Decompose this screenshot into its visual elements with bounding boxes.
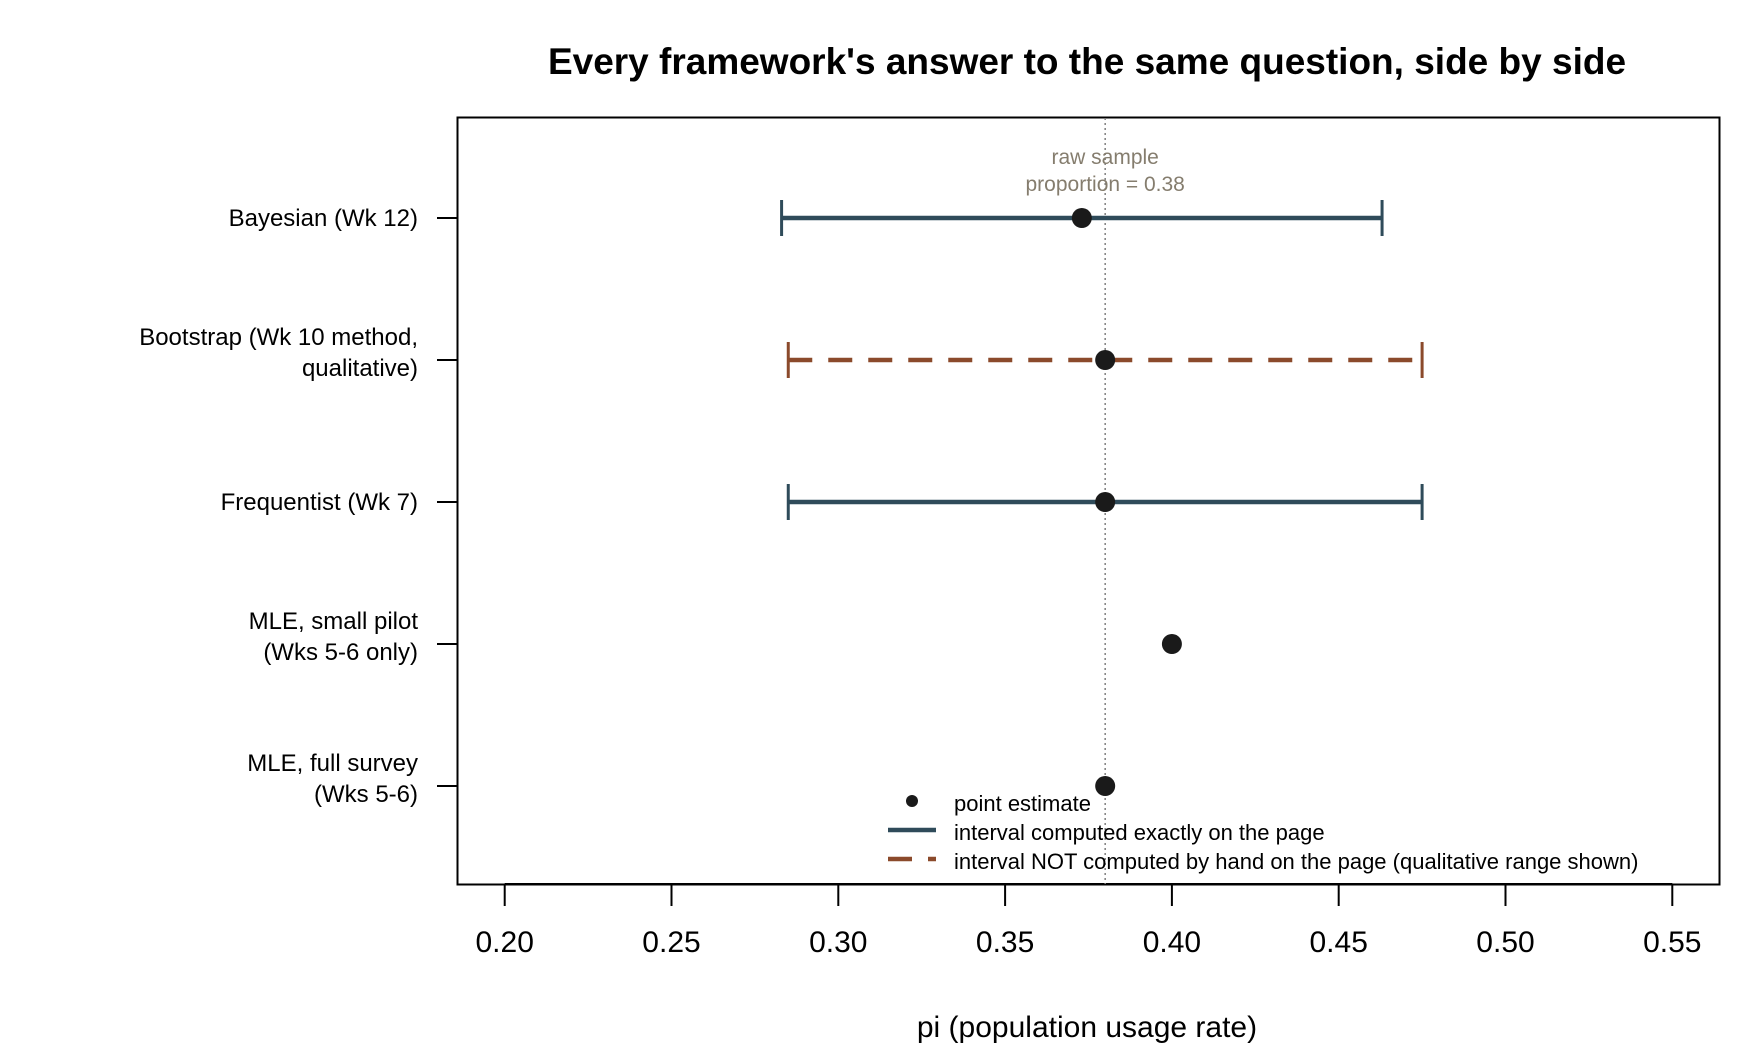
- x-axis: 0.20 0.25 0.30 0.35 0.40 0.45 0.50 0.55: [476, 883, 1701, 959]
- reference-annotation: raw sample: [1051, 146, 1158, 169]
- y-axis: Bayesian (Wk 12) Bootstrap (Wk 10 method,…: [139, 205, 458, 808]
- point-estimate: [1095, 492, 1116, 512]
- x-tick-label: 0.35: [976, 926, 1034, 959]
- legend-point-swatch: [906, 795, 918, 807]
- y-category-label: (Wks 5-6): [314, 781, 418, 808]
- point-estimate: [1161, 634, 1182, 654]
- x-tick-label: 0.55: [1643, 926, 1701, 959]
- y-category-label: Frequentist (Wk 7): [221, 489, 418, 516]
- chart-title: Every framework's answer to the same que…: [548, 41, 1626, 82]
- y-category-label: MLE, small pilot: [249, 608, 419, 635]
- y-category-label: (Wks 5-6 only): [263, 639, 418, 666]
- legend-label: interval NOT computed by hand on the pag…: [954, 849, 1638, 874]
- x-tick-label: 0.50: [1476, 926, 1534, 959]
- point-series: [1071, 208, 1182, 796]
- legend-label: interval computed exactly on the page: [954, 820, 1325, 845]
- legend: point estimate interval computed exactly …: [888, 791, 1638, 874]
- y-category-label: MLE, full survey: [247, 750, 418, 777]
- x-axis-title: pi (population usage rate): [917, 1011, 1257, 1044]
- y-category-label: Bootstrap (Wk 10 method,: [139, 324, 418, 351]
- x-tick-label: 0.25: [642, 926, 700, 959]
- point-estimate: [1095, 350, 1116, 370]
- x-tick-label: 0.20: [476, 926, 534, 959]
- point-estimate: [1095, 776, 1116, 796]
- x-tick-label: 0.45: [1310, 926, 1368, 959]
- y-category-label: qualitative): [302, 355, 418, 382]
- x-tick-label: 0.40: [1143, 926, 1201, 959]
- legend-label: point estimate: [954, 791, 1091, 816]
- point-estimate: [1071, 208, 1092, 228]
- reference-annotation: proportion = 0.38: [1025, 173, 1184, 196]
- y-category-label: Bayesian (Wk 12): [229, 205, 418, 232]
- x-tick-label: 0.30: [809, 926, 867, 959]
- reference-line-group: raw sample proportion = 0.38: [1025, 118, 1185, 884]
